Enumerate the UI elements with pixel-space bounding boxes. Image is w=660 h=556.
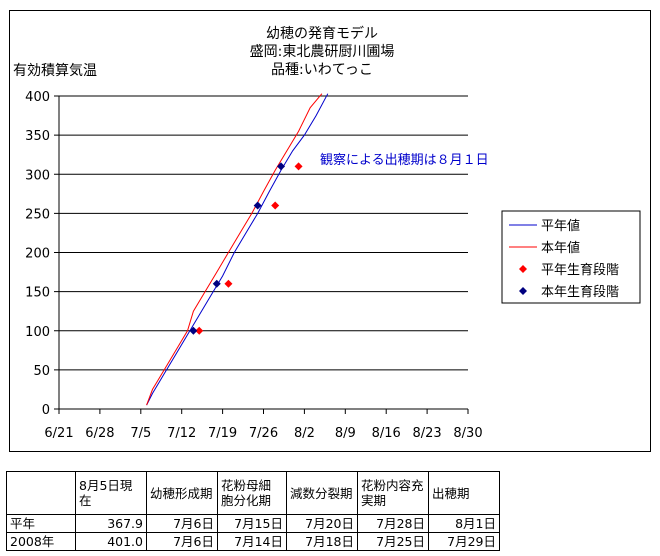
table-header-cell: 8月5日現在 (75, 471, 147, 515)
table-cell: 2008年 (6, 532, 76, 551)
y-tick-label: 0 (42, 403, 50, 418)
marker-current-stage (277, 162, 286, 171)
marker-current-stage (189, 326, 198, 335)
chart-svg: 幼穂の発育モデル 盛岡:東北農研厨川圃場 品種:いわてっこ 有効積算気温 0 50… (13, 25, 641, 441)
y-tick-label: 350 (25, 129, 50, 144)
x-tick-label: 7/5 (130, 426, 151, 441)
data-table: 8月5日現在 幼穂形成期 花粉母細胞分化期 減数分裂期 花粉内容充実期 出穂期 … (6, 471, 500, 551)
x-tick-label: 7/12 (167, 426, 196, 441)
table-header-cell: 花粉母細胞分化期 (217, 471, 287, 515)
x-tick-label: 6/28 (85, 426, 114, 441)
legend-box (501, 210, 641, 304)
table-header-row: 8月5日現在 幼穂形成期 花粉母細胞分化期 減数分裂期 花粉内容充実期 出穂期 (6, 471, 500, 515)
legend-label-current-line: 本年値 (541, 240, 580, 256)
x-tick-label: 8/23 (412, 426, 441, 441)
table-row: 2008年 401.0 7月6日 7月14日 7月18日 7月25日 7月29日 (6, 532, 500, 551)
marker-normal-stage (195, 326, 204, 335)
series-line-normal (146, 93, 329, 406)
table-cell: 7月20日 (286, 514, 358, 533)
y-tick-label: 50 (33, 364, 50, 379)
table-cell: 7月6日 (146, 532, 218, 551)
y-tick-label: 100 (25, 325, 50, 340)
table-cell: 7月15日 (217, 514, 287, 533)
legend-swatch-current-stage (519, 287, 527, 295)
table-cell: 7月6日 (146, 514, 218, 533)
marker-normal-stage (294, 162, 303, 171)
table-cell: 7月25日 (357, 532, 429, 551)
chart-title-line-2: 盛岡:東北農研厨川圃場 (250, 44, 395, 60)
chart-frame: 幼穂の発育モデル 盛岡:東北農研厨川圃場 品種:いわてっこ 有効積算気温 0 50… (9, 10, 651, 452)
marker-normal-stage (224, 279, 233, 288)
table-cell: 7月29日 (428, 532, 500, 551)
y-tick-label: 250 (25, 207, 50, 222)
table-header-cell: 幼穂形成期 (146, 471, 218, 515)
x-tick-label: 7/26 (249, 426, 278, 441)
table-cell: 7月14日 (217, 532, 287, 551)
legend-label-normal-line: 平年値 (541, 218, 580, 234)
table-cell: 401.0 (75, 532, 147, 551)
marker-current-stage (253, 201, 262, 210)
table-cell: 367.9 (75, 514, 147, 533)
table-header-cell: 減数分裂期 (286, 471, 358, 515)
table-row: 平年 367.9 7月6日 7月15日 7月20日 7月28日 8月1日 (6, 514, 500, 533)
table-cell: 8月1日 (428, 514, 500, 533)
x-tick-label: 6/21 (44, 426, 73, 441)
y-tick-label: 400 (25, 90, 50, 105)
y-axis-label: 有効積算気温 (13, 63, 97, 79)
table-cell: 7月18日 (286, 532, 358, 551)
legend-label-current-stage: 本年生育段階 (541, 284, 619, 300)
y-tick-label: 200 (25, 247, 50, 262)
chart-annotation: 観察による出穂期は８月１日 (320, 153, 489, 168)
table-header-cell: 出穂期 (428, 471, 500, 515)
table-header-cell: 花粉内容充実期 (357, 471, 429, 515)
marker-current-stage (212, 279, 221, 288)
legend-label-normal-stage: 平年生育段階 (541, 262, 619, 278)
x-tick-label: 8/16 (372, 426, 401, 441)
table-cell: 平年 (6, 514, 76, 533)
chart-title-line-1: 幼穂の発育モデル (266, 25, 378, 42)
y-tick-label: 300 (25, 168, 50, 183)
series-line-current (146, 93, 323, 406)
x-tick-label: 8/2 (294, 426, 315, 441)
y-tick-label: 150 (25, 286, 50, 301)
x-tick-label: 8/30 (453, 426, 482, 441)
x-tick-label: 7/19 (208, 426, 237, 441)
plot-area: 0 50 100 150 200 250 300 350 400 6/21 6/28 7/5 7/12 7… (25, 90, 482, 441)
marker-normal-stage (271, 201, 280, 210)
legend: 平年値 本年値 平年生育段階 本年生育段階 (501, 210, 641, 304)
chart-title-line-3: 品種:いわてっこ (271, 62, 373, 78)
x-tick-label: 8/9 (335, 426, 356, 441)
legend-swatch-normal-stage (519, 265, 527, 273)
table-header-cell (6, 471, 76, 515)
table-cell: 7月28日 (357, 514, 429, 533)
